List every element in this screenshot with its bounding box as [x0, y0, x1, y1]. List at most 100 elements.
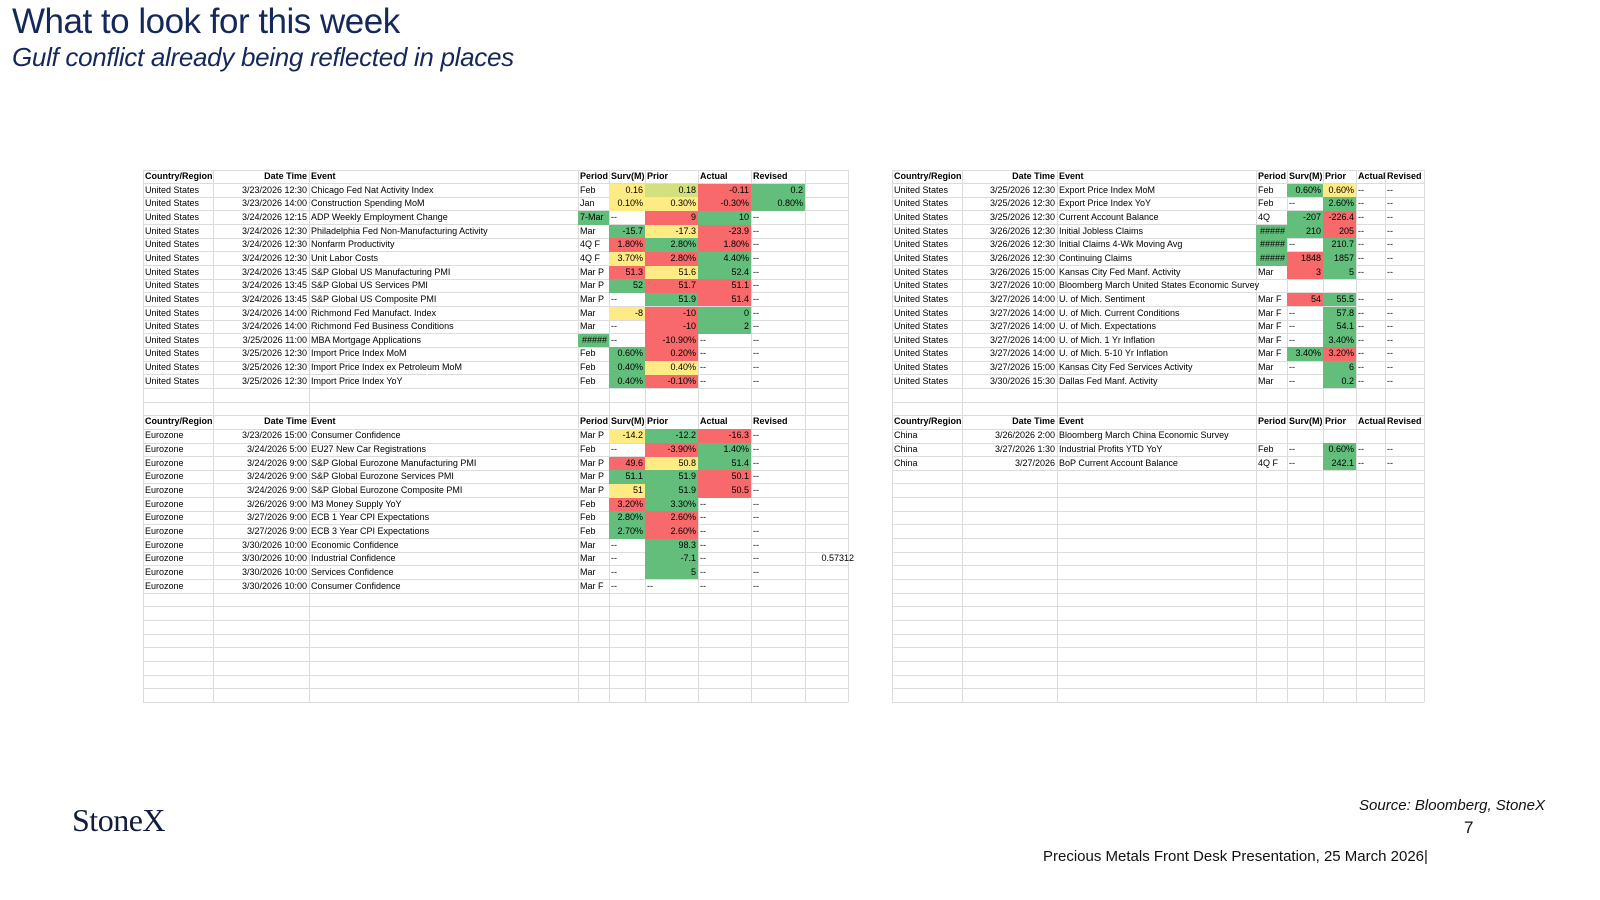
grid-line [892, 524, 1424, 526]
table-cell: 3.20% [609, 497, 645, 512]
table-cell: -- [753, 362, 759, 373]
table-cell: Mar [580, 307, 596, 318]
grid-line [1287, 169, 1288, 702]
table-cell: 3/30/2026 15:30 [989, 375, 1055, 386]
table-cell: 0 [698, 306, 751, 321]
column-header: Prior [1325, 416, 1347, 427]
grid-line [143, 292, 848, 294]
table-cell: Initial Jobless Claims [1059, 225, 1144, 236]
table-cell: United States [894, 252, 949, 263]
table-cell: U. of Mich. Sentiment [1059, 293, 1146, 304]
table-cell: -- [611, 334, 617, 345]
table-cell: 3/26/2026 12:30 [989, 252, 1055, 263]
column-header: Country/Region [145, 170, 213, 181]
table-cell: 242.1 [1323, 456, 1356, 471]
table-cell: Richmond Fed Manufact. Index [311, 307, 437, 318]
table-cell: -10 [645, 320, 698, 334]
grid-line [1424, 169, 1425, 702]
table-cell: United States [145, 280, 200, 291]
grid-line [892, 183, 1424, 185]
table-cell: 3/27/2026 [1014, 457, 1055, 468]
table-cell: -- [753, 266, 759, 277]
table-cell: Import Price Index MoM [311, 348, 407, 359]
table-cell: United States [894, 307, 949, 318]
table-cell: S&P Global US Manufacturing PMI [311, 266, 451, 277]
table-cell: -226.4 [1323, 210, 1356, 225]
table-cell: 0.40% [609, 374, 645, 389]
table-cell: 0.16 [609, 183, 645, 198]
grid-line [143, 442, 848, 444]
grid-line [892, 333, 1424, 335]
table-cell: -- [700, 553, 706, 564]
table-cell: -- [1358, 293, 1364, 304]
table-cell: 2.60% [645, 511, 698, 525]
table-cell: Bloomberg March China Economic Survey [1059, 430, 1229, 441]
table-cell: 3/24/2026 13:45 [241, 280, 307, 291]
grid-line [143, 538, 848, 540]
table-cell: 3/23/2026 12:30 [241, 184, 307, 195]
grid-line [143, 306, 848, 307]
table-cell: Feb [580, 348, 596, 359]
table-cell: 3/25/2026 12:30 [241, 375, 307, 386]
table-cell: U. of Mich. Expectations [1059, 321, 1157, 332]
table-cell: Kansas City Fed Manf. Activity [1059, 266, 1181, 277]
table-cell: 0.80% [751, 197, 805, 211]
table-cell: -- [1358, 239, 1364, 250]
table-cell: -- [1387, 239, 1393, 250]
table-cell: 3/25/2026 12:30 [989, 211, 1055, 222]
table-cell: 3/24/2026 12:30 [241, 225, 307, 236]
source: Source: Bloomberg, StoneX [1359, 797, 1545, 814]
grid-line [892, 510, 1424, 512]
table-cell: Mar F [1258, 307, 1282, 318]
grid-line [143, 551, 848, 553]
table-cell: 3/30/2026 10:00 [241, 566, 307, 577]
grid-line [892, 360, 1424, 362]
subtitle: Gulf conflict already being reflected in… [12, 42, 514, 72]
grid-line [892, 551, 1424, 553]
table-cell: Feb [580, 362, 596, 373]
table-cell: -- [1358, 198, 1364, 209]
table-cell: 3/27/2026 9:00 [246, 512, 307, 523]
table-cell: 3/30/2026 10:00 [241, 539, 307, 550]
table-cell: 3/23/2026 14:00 [241, 198, 307, 209]
table-cell: 3/27/2026 9:00 [246, 525, 307, 536]
grid-line [892, 647, 1424, 649]
table-cell: United States [145, 239, 200, 250]
table-cell: -- [611, 539, 617, 550]
table-cell: ##### [1256, 251, 1287, 266]
grid-line [1057, 169, 1058, 702]
table-cell: Economic Confidence [311, 539, 399, 550]
table-cell: 3.70% [609, 251, 645, 266]
table-cell: -- [1387, 184, 1393, 195]
table-cell: -- [1358, 321, 1364, 332]
table-cell: Feb [1258, 184, 1274, 195]
grid-line [143, 210, 848, 212]
table-cell: 3/25/2026 12:30 [989, 184, 1055, 195]
table-cell: -- [753, 457, 759, 468]
table-cell: -- [1358, 348, 1364, 359]
table-cell: 2.70% [609, 524, 645, 539]
column-header: Revised [753, 170, 788, 181]
column-header: Event [1059, 416, 1084, 427]
grid-line [892, 306, 1424, 307]
table-cell: Eurozone [145, 539, 184, 550]
table-cell: United States [894, 225, 949, 236]
table-cell: 50.1 [698, 470, 751, 484]
table-cell: Current Account Balance [1059, 211, 1159, 222]
table-cell: 3/23/2026 15:00 [241, 430, 307, 441]
table-cell: United States [894, 184, 949, 195]
grid-line [143, 456, 848, 458]
table-cell: 98.3 [645, 538, 698, 553]
table-cell: Eurozone [145, 444, 184, 454]
table-cell: -- [700, 566, 706, 577]
table-cell: -- [700, 512, 706, 523]
table-cell: -- [753, 280, 759, 291]
table-cell: 1857 [1323, 251, 1356, 266]
table-cell: 2.60% [1323, 197, 1356, 211]
grid-line [143, 319, 848, 321]
table-cell: -- [1387, 321, 1393, 332]
column-header: Surv(M) [611, 416, 645, 427]
grid-line [143, 565, 848, 567]
table-cell: ECB 3 Year CPI Expectations [311, 525, 430, 536]
table-cell: 51.9 [645, 483, 698, 498]
